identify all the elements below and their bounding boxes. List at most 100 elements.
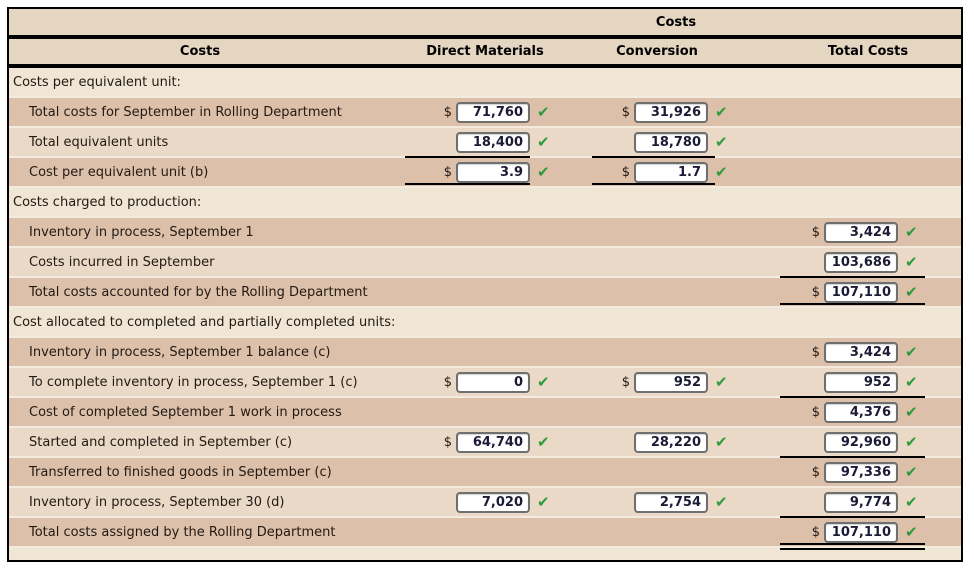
conv-input[interactable] xyxy=(634,161,708,183)
row-label: Total equivalent units xyxy=(29,134,169,150)
conv-cell xyxy=(579,338,761,366)
single-underline xyxy=(780,456,925,458)
column-header-conversion: Conversion xyxy=(616,44,698,59)
correct-check-icon: ✔ xyxy=(905,492,918,511)
correct-check-icon: ✔ xyxy=(905,222,918,241)
conv-cell xyxy=(579,218,761,246)
dollar-sign: $ xyxy=(621,104,630,120)
dm-cell xyxy=(391,338,579,366)
conv-cell: ✔ xyxy=(579,488,761,516)
conv-input[interactable] xyxy=(634,371,708,393)
correct-check-icon: ✔ xyxy=(905,372,918,391)
conv-cell xyxy=(579,248,761,276)
total-cell: ✔ xyxy=(761,368,961,398)
single-underline xyxy=(780,516,925,518)
total-input[interactable] xyxy=(824,401,898,423)
dm-cell xyxy=(391,458,579,486)
correct-check-icon: ✔ xyxy=(715,492,728,511)
row-label: Inventory in process, September 1 xyxy=(29,224,254,240)
correct-check-icon: ✔ xyxy=(905,282,918,301)
dollar-sign: $ xyxy=(811,464,820,480)
dollar-sign: $ xyxy=(811,284,820,300)
dollar-sign: $ xyxy=(443,374,452,390)
total-cell: $✔ xyxy=(761,458,961,486)
dm-cell: $✔ xyxy=(391,98,579,126)
dm-input[interactable] xyxy=(456,131,530,153)
row-label: Costs per equivalent unit: xyxy=(13,74,181,90)
total-cell xyxy=(761,158,961,186)
dm-cell xyxy=(391,518,579,546)
correct-check-icon: ✔ xyxy=(905,252,918,271)
dm-input[interactable] xyxy=(456,101,530,123)
cost-of-production-table: Costs Costs Direct Materials Conversion … xyxy=(7,7,963,562)
dm-cell: $✔ xyxy=(391,368,579,396)
dollar-sign: $ xyxy=(443,434,452,450)
table-row: Total equivalent units ✔ ✔ xyxy=(9,128,961,158)
dm-input[interactable] xyxy=(456,491,530,513)
conv-cell: ✔ xyxy=(579,128,761,158)
table-row: To complete inventory in process, Septem… xyxy=(9,368,961,398)
correct-check-icon: ✔ xyxy=(537,432,550,451)
table-body: Costs per equivalent unit: Total costs fo… xyxy=(9,68,961,550)
divider xyxy=(9,35,961,39)
total-input[interactable] xyxy=(824,461,898,483)
column-header-row: Costs Direct Materials Conversion Total … xyxy=(9,39,961,64)
dollar-sign: $ xyxy=(621,164,630,180)
total-cell: $✔ xyxy=(761,278,961,310)
dm-input[interactable] xyxy=(456,371,530,393)
conv-input[interactable] xyxy=(634,101,708,123)
double-underline xyxy=(780,543,925,550)
total-input[interactable] xyxy=(824,251,898,273)
correct-check-icon: ✔ xyxy=(715,162,728,181)
total-input[interactable] xyxy=(824,521,898,543)
table-row: Cost per equivalent unit (b) $ ✔ $ ✔ xyxy=(9,158,961,190)
dollar-sign: $ xyxy=(443,164,452,180)
dm-input[interactable] xyxy=(456,161,530,183)
correct-check-icon: ✔ xyxy=(537,492,550,511)
total-input[interactable] xyxy=(824,281,898,303)
row-label: Costs charged to production: xyxy=(13,194,202,210)
dm-cell: ✔ xyxy=(391,488,579,516)
column-header-direct-materials: Direct Materials xyxy=(426,44,544,59)
dm-input[interactable] xyxy=(456,431,530,453)
correct-check-icon: ✔ xyxy=(715,132,728,151)
row-label: Total costs accounted for by the Rolling… xyxy=(29,284,368,300)
total-input[interactable] xyxy=(824,371,898,393)
dollar-sign: $ xyxy=(811,404,820,420)
correct-check-icon: ✔ xyxy=(905,462,918,481)
conv-input[interactable] xyxy=(634,431,708,453)
conv-input[interactable] xyxy=(634,131,708,153)
dm-cell xyxy=(391,398,579,426)
total-cell: ✔ xyxy=(761,428,961,458)
total-input[interactable] xyxy=(824,431,898,453)
dollar-sign: $ xyxy=(621,374,630,390)
table-row: Total costs accounted for by the Rolling… xyxy=(9,278,961,310)
total-input[interactable] xyxy=(824,221,898,243)
total-input[interactable] xyxy=(824,491,898,513)
total-cell: ✔ xyxy=(761,248,961,278)
row-label: Total costs assigned by the Rolling Depa… xyxy=(29,524,336,540)
table-row: Total costs for September in Rolling Dep… xyxy=(9,98,961,128)
correct-check-icon: ✔ xyxy=(537,162,550,181)
single-underline xyxy=(592,156,715,158)
row-label: Cost per equivalent unit (b) xyxy=(29,164,209,180)
dm-cell xyxy=(391,248,579,276)
total-cell: $✔ xyxy=(761,338,961,366)
correct-check-icon: ✔ xyxy=(715,432,728,451)
single-underline xyxy=(405,156,530,158)
conv-cell: $✔ xyxy=(579,368,761,396)
conv-cell xyxy=(579,278,761,306)
conv-input[interactable] xyxy=(634,491,708,513)
total-input[interactable] xyxy=(824,341,898,363)
row-label: Costs incurred in September xyxy=(29,254,215,270)
row-label: Cost of completed September 1 work in pr… xyxy=(29,404,342,420)
row-label: Transferred to finished goods in Septemb… xyxy=(29,464,332,480)
table-row: Costs incurred in September ✔ xyxy=(9,248,961,278)
dollar-sign: $ xyxy=(811,344,820,360)
section-row: Cost allocated to completed and partiall… xyxy=(9,308,961,338)
conv-cell xyxy=(579,458,761,486)
section-row: Costs per equivalent unit: xyxy=(9,68,961,98)
total-cell: ✔ xyxy=(761,488,961,518)
correct-check-icon: ✔ xyxy=(537,372,550,391)
total-cell xyxy=(761,128,961,156)
